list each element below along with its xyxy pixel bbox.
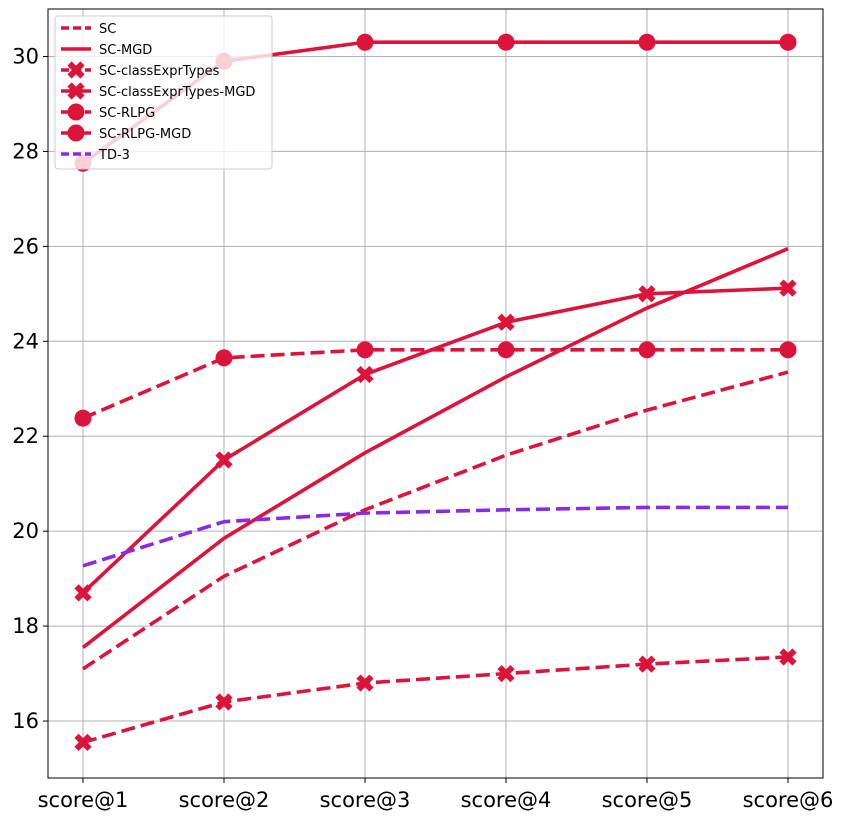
y-tick-label: 18: [12, 614, 39, 638]
point-marker-circle: [216, 349, 233, 366]
point-marker-circle: [357, 341, 374, 358]
point-marker-circle: [639, 341, 656, 358]
point-marker-circle: [357, 34, 374, 51]
x-tick-label: score@1: [38, 788, 129, 812]
x-tick-label: score@6: [743, 788, 834, 812]
point-marker-circle: [75, 410, 92, 427]
y-tick-label: 28: [12, 139, 39, 163]
y-tick-label: 24: [12, 329, 39, 353]
legend-label: SC-MGD: [99, 43, 152, 58]
point-marker-circle: [498, 34, 515, 51]
legend-label: SC-RLPG: [99, 106, 155, 121]
legend-label: SC-RLPG-MGD: [99, 127, 191, 142]
x-tick-label: score@2: [179, 788, 270, 812]
legend: SC SC-MGD SC-classExprTypes SC-classExprTyp…: [55, 16, 272, 169]
point-marker-circle: [498, 341, 515, 358]
y-tick-label: 30: [12, 44, 39, 68]
point-marker-circle: [68, 125, 85, 142]
x-tick-label: score@3: [320, 788, 411, 812]
legend-label: SC: [99, 22, 116, 37]
legend-entry: SC-RLPG-MGD: [61, 125, 191, 143]
y-tick-label: 22: [12, 424, 39, 448]
point-marker-circle: [780, 341, 797, 358]
y-tick-label: 16: [12, 709, 39, 733]
legend-entry: SC-RLPG: [61, 104, 155, 122]
x-tick-label: score@5: [602, 788, 693, 812]
point-marker-circle: [639, 34, 656, 51]
point-marker-circle: [68, 104, 85, 121]
y-tick-label: 20: [12, 519, 39, 543]
y-tick-label: 26: [12, 234, 39, 258]
legend-label: TD-3: [98, 148, 130, 163]
legend-label: SC-classExprTypes: [99, 64, 220, 79]
point-marker-circle: [780, 34, 797, 51]
legend-label: SC-classExprTypes-MGD: [99, 85, 255, 100]
x-tick-label: score@4: [461, 788, 552, 812]
